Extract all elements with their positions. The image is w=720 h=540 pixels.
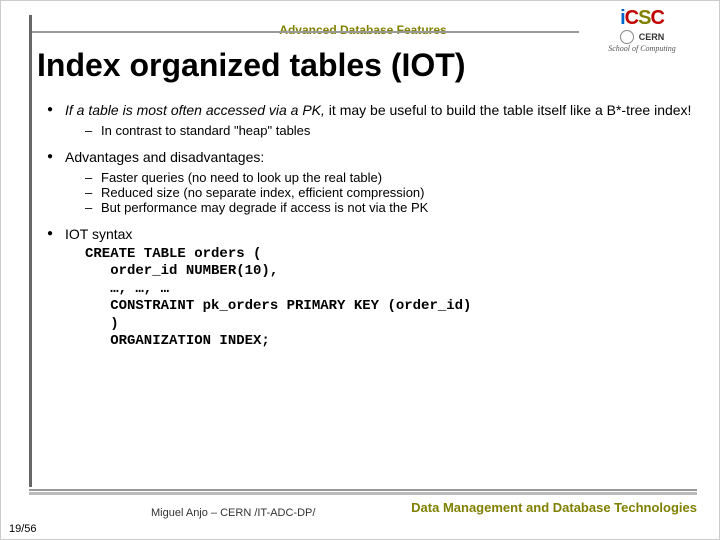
code-l1: CREATE TABLE orders ( [85,246,261,262]
bullet-marker: ● [47,148,65,166]
sub-marker: – [85,200,101,215]
bullet-1-sub-1-text: In contrast to standard "heap" tables [101,123,310,138]
slide-title: Index organized tables (IOT) [37,47,466,84]
bullet-3: ● IOT syntax CREATE TABLE orders ( order… [47,225,695,350]
logo-icsc: iCSC [587,7,697,30]
content-area: ● If a table is most often accessed via … [47,101,695,361]
left-vertical-rule [29,15,32,487]
code-l6: ORGANIZATION INDEX; [85,333,270,349]
bullet-2-sub-1: – Faster queries (no need to look up the… [47,170,695,185]
page-number: 19/56 [9,523,37,535]
bullet-2-sub-3: – But performance may degrade if access … [47,200,695,215]
code-l3: …, …, … [85,281,169,297]
cern-ring-icon [620,30,634,44]
sub-marker: – [85,123,101,138]
code-l4: CONSTRAINT pk_orders PRIMARY KEY (order_… [85,298,471,314]
bullet-2-sub-2-text: Reduced size (no separate index, efficie… [101,185,425,200]
bullet-2-sub-3-text: But performance may degrade if access is… [101,200,428,215]
footer: 19/56 Miguel Anjo – CERN /IT-ADC-DP/ Dat… [1,491,719,539]
header-underline [32,31,579,33]
header-title: Advanced Database Features [279,23,446,37]
bullet-1: ● If a table is most often accessed via … [47,101,695,138]
logo-school-text: School of Computing [608,44,676,53]
bullet-1-text: If a table is most often accessed via a … [65,101,691,119]
code-l5: ) [85,316,119,332]
logo-subtitle: CERN [587,30,697,44]
bullet-1-rest: it may be useful to build the table itse… [325,102,692,118]
logo: iCSC CERN School of Computing [587,7,697,63]
bullet-2-sub-2: – Reduced size (no separate index, effic… [47,185,695,200]
bullet-marker: ● [47,101,65,119]
sub-marker: – [85,185,101,200]
footer-author: Miguel Anjo – CERN /IT-ADC-DP/ [151,507,315,519]
code-l2: order_id NUMBER(10), [85,263,278,279]
logo-school: School of Computing [587,44,697,53]
bullet-2: ● Advantages and disadvantages: – Faster… [47,148,695,215]
bullet-1-italic: If a table is most often accessed via a … [65,102,325,118]
bullet-2-text: Advantages and disadvantages: [65,148,264,166]
bullet-3-text: IOT syntax [65,225,132,243]
code-block: CREATE TABLE orders ( order_id NUMBER(10… [85,246,695,351]
sub-marker: – [85,170,101,185]
bullet-marker: ● [47,225,65,243]
footer-right: Data Management and Database Technologie… [411,500,697,515]
bullet-2-sub-1-text: Faster queries (no need to look up the r… [101,170,382,185]
logo-cern-text: CERN [639,32,665,42]
bullet-1-sub-1: – In contrast to standard "heap" tables [47,123,695,138]
